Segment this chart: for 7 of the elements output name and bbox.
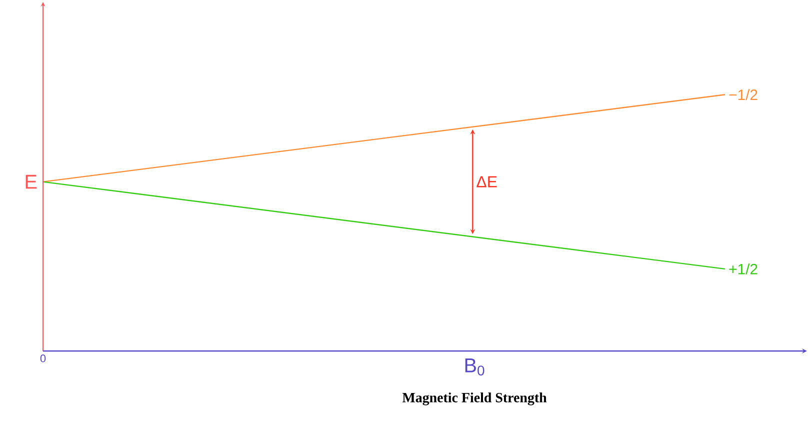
x-axis-title: B$_{0}$ bbox=[465, 358, 484, 376]
series-label: −1/2 bbox=[729, 89, 758, 100]
text: 0 bbox=[40, 354, 46, 362]
series-label: +1/2 bbox=[729, 263, 758, 274]
y-axis-title: E bbox=[26, 174, 37, 189]
text: Magnetic Field Strength bbox=[402, 392, 547, 406]
annotation: ΔE bbox=[476, 176, 497, 188]
